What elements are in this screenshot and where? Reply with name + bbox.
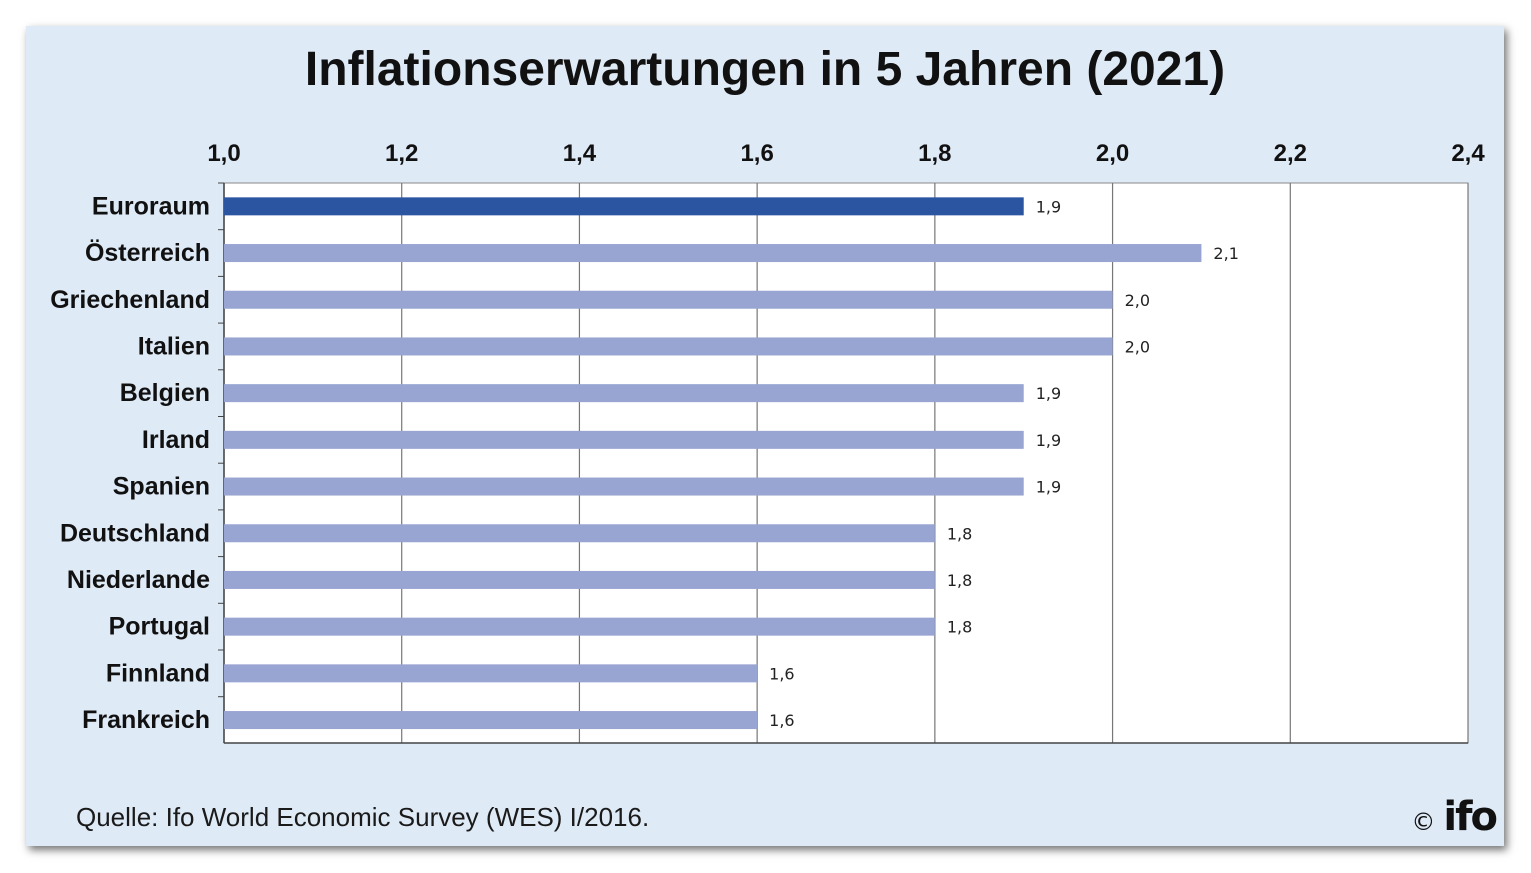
bar-portugal [224, 617, 935, 636]
bar-griechenland [224, 290, 1113, 309]
copyright-symbol: © [1411, 808, 1436, 836]
bar-irland [224, 430, 1024, 449]
x-tick-label: 1,8 [918, 140, 951, 167]
bar-frankreich [224, 711, 758, 730]
value-label: 1,8 [947, 618, 972, 637]
bar-deutschland [224, 524, 935, 543]
value-label: 1,9 [1036, 197, 1061, 216]
chart-panel: Inflationserwartungen in 5 Jahren (2021)… [26, 26, 1504, 846]
category-label: Deutschland [60, 519, 210, 547]
category-label: Spanien [113, 473, 210, 501]
bar-euroraum [224, 197, 1024, 216]
category-label: Griechenland [50, 286, 210, 314]
ifo-logo: © ifo [1411, 794, 1498, 840]
category-label: Portugal [109, 613, 210, 641]
value-label: 1,6 [769, 664, 794, 683]
x-tick-label: 2,2 [1274, 140, 1307, 167]
value-label: 2,0 [1125, 337, 1150, 356]
category-label: Niederlande [67, 566, 210, 594]
chart-title: Inflationserwartungen in 5 Jahren (2021) [304, 43, 1226, 96]
plot-area [223, 182, 1469, 744]
bar-spanien [224, 477, 1024, 496]
source-note: Quelle: Ifo World Economic Survey (WES) … [76, 802, 650, 832]
logo-wordmark: ifo [1443, 794, 1498, 840]
bar-chart: 1,0 1,2 1,4 1,6 1,8 2,0 2,2 2,4 Euroraum 1,9 Öster… [50, 140, 1485, 744]
x-tick-label: 1,6 [740, 140, 773, 167]
x-tick-label: 2,0 [1096, 140, 1129, 167]
value-label: 1,6 [769, 711, 794, 730]
category-label: Irland [142, 426, 210, 454]
x-tick-label: 1,2 [385, 140, 418, 167]
category-label: Belgien [120, 379, 210, 407]
x-tick-label: 2,4 [1451, 140, 1485, 167]
x-tick-label: 1,0 [207, 140, 240, 167]
value-label: 2,0 [1125, 291, 1150, 310]
category-label: Finnland [106, 659, 210, 687]
category-label: Österreich [85, 238, 210, 267]
bar-belgien [224, 384, 1024, 403]
bar-finnland [224, 664, 758, 683]
bar-italien [224, 337, 1113, 356]
value-label: 1,9 [1036, 384, 1061, 403]
bar-österreich [224, 244, 1202, 263]
value-label: 1,8 [947, 524, 972, 543]
bar-niederlande [224, 570, 935, 589]
x-tick-label: 1,4 [563, 140, 597, 167]
category-label: Frankreich [82, 706, 210, 734]
category-label: Italien [138, 332, 210, 360]
value-label: 1,9 [1036, 478, 1061, 497]
value-label: 2,1 [1213, 244, 1238, 263]
value-label: 1,9 [1036, 431, 1061, 450]
category-label: Euroraum [92, 192, 210, 220]
value-label: 1,8 [947, 571, 972, 590]
